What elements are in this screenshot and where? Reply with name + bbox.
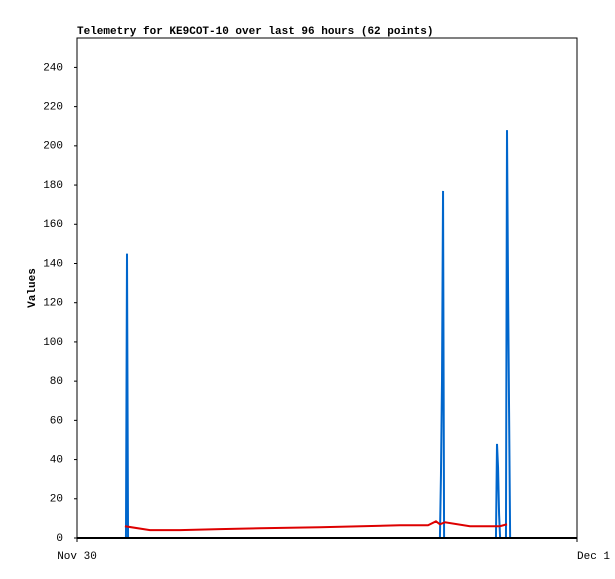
y-tick-label: 200 xyxy=(43,141,63,153)
y-tick-label: 100 xyxy=(43,337,63,349)
y-tick-label: 60 xyxy=(50,415,63,427)
y-tick-label: 0 xyxy=(56,533,63,545)
y-tick-label: 140 xyxy=(43,258,63,270)
y-tick-label: 180 xyxy=(43,180,63,192)
y-tick-label: 120 xyxy=(43,298,63,310)
y-tick-label: 220 xyxy=(43,102,63,114)
x-tick-label: Dec 1 xyxy=(577,551,610,563)
y-axis-label: Values xyxy=(27,268,39,308)
y-tick-label: 80 xyxy=(50,376,63,388)
series-line xyxy=(124,520,508,532)
y-tick-label: 20 xyxy=(50,494,63,506)
x-tick-label: Nov 30 xyxy=(57,551,97,563)
chart-title: Telemetry for KE9COT-10 over last 96 hou… xyxy=(77,26,433,38)
y-tick-label: 40 xyxy=(50,454,63,466)
y-tick-label: 160 xyxy=(43,219,63,231)
y-tick-label: 240 xyxy=(43,62,63,74)
